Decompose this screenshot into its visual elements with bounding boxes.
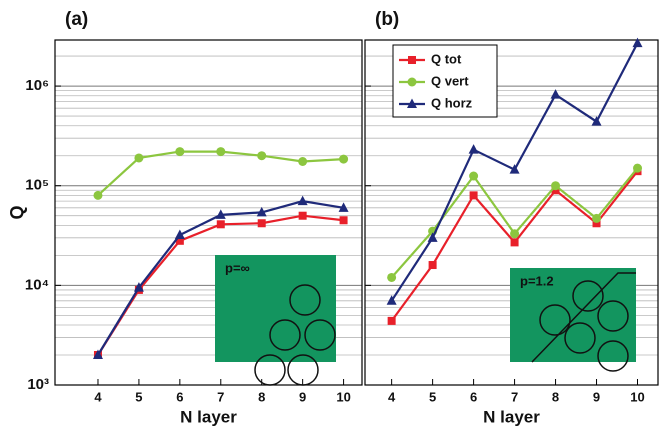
marker <box>257 151 266 160</box>
legend-label: Q horz <box>431 95 473 110</box>
legend-label: Q tot <box>431 51 462 66</box>
marker <box>216 147 225 156</box>
series-line <box>392 168 638 277</box>
marker <box>298 196 308 206</box>
legend-label: Q vert <box>431 73 469 88</box>
marker <box>408 78 417 87</box>
marker <box>175 147 184 156</box>
marker <box>592 214 601 223</box>
marker <box>592 116 602 126</box>
x-tick-label: 6 <box>176 389 183 404</box>
marker <box>551 181 560 190</box>
marker <box>134 153 143 162</box>
panel-label: (a) <box>65 9 88 30</box>
marker <box>258 219 266 227</box>
marker <box>469 144 479 154</box>
marker <box>299 212 307 220</box>
marker <box>469 172 478 181</box>
marker <box>633 38 643 48</box>
x-tick-label: 5 <box>429 389 436 404</box>
x-tick-label: 9 <box>299 389 306 404</box>
panel-label: (b) <box>375 9 399 30</box>
x-axis-label: N layer <box>180 407 237 426</box>
marker <box>633 164 642 173</box>
x-tick-label: 5 <box>135 389 142 404</box>
x-tick-label: 8 <box>552 389 559 404</box>
x-tick-label: 10 <box>336 389 350 404</box>
y-axis-label: Q <box>7 205 27 219</box>
inset-label: p=∞ <box>225 260 250 275</box>
y-tick-label: 10⁵ <box>25 177 49 194</box>
y-tick-label: 10³ <box>27 376 49 393</box>
marker <box>470 191 478 199</box>
x-tick-label: 7 <box>511 389 518 404</box>
marker <box>217 220 225 228</box>
y-tick-label: 10⁶ <box>25 77 49 94</box>
marker <box>387 273 396 282</box>
marker <box>298 157 307 166</box>
marker <box>511 238 519 246</box>
y-tick-label: 10⁴ <box>25 276 49 293</box>
chart: 10³ 10⁴ 10⁵ 10⁶ 4 5 6 7 8 9 10 N layer Q (a) p=∞ 4 5 6 7 8 9… <box>0 0 660 431</box>
x-tick-label: 4 <box>94 389 102 404</box>
marker <box>339 155 348 164</box>
x-tick-label: 9 <box>593 389 600 404</box>
x-axis-label: N layer <box>483 407 540 426</box>
marker <box>408 56 416 64</box>
x-tick-label: 4 <box>388 389 396 404</box>
x-tick-label: 6 <box>470 389 477 404</box>
x-tick-label: 8 <box>258 389 265 404</box>
x-tick-label: 10 <box>630 389 644 404</box>
x-tick-label: 7 <box>217 389 224 404</box>
inset-label: p=1.2 <box>520 273 554 288</box>
marker <box>388 317 396 325</box>
marker <box>510 229 519 238</box>
marker <box>340 216 348 224</box>
marker <box>429 261 437 269</box>
marker <box>93 191 102 200</box>
